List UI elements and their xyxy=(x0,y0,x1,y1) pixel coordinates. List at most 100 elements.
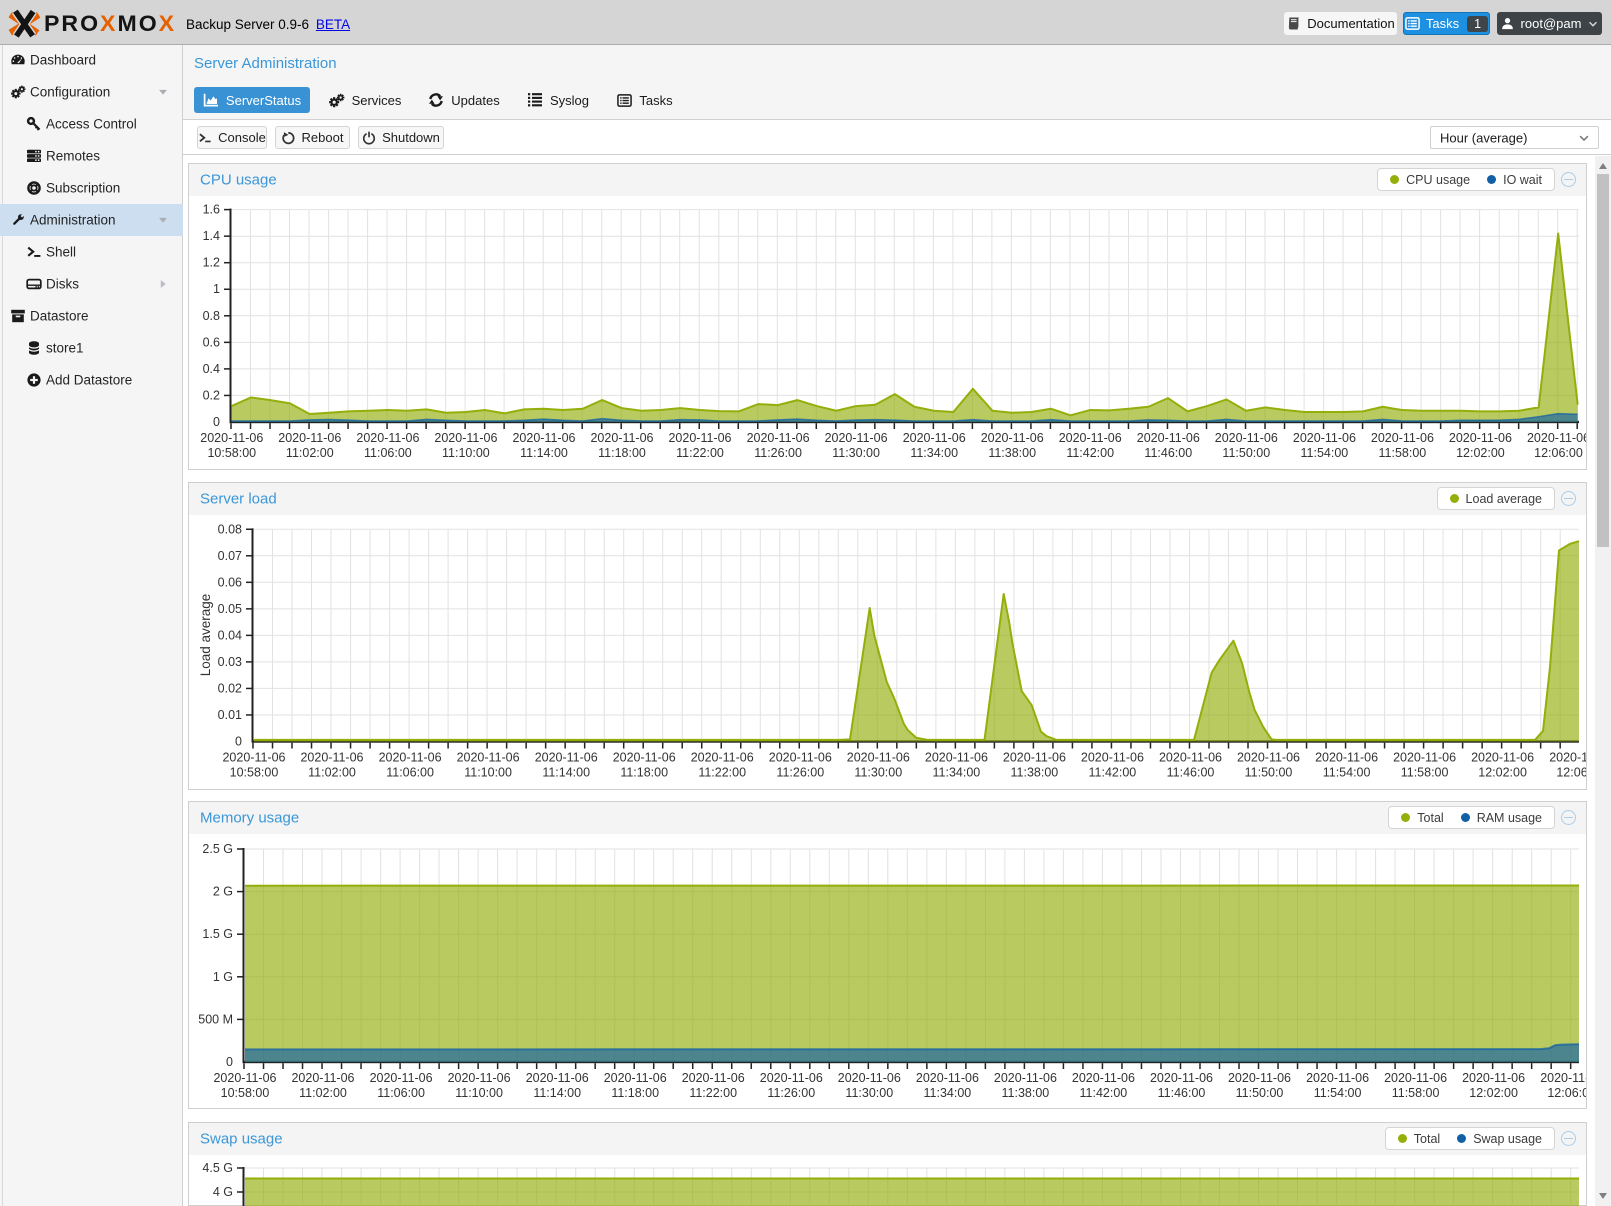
svg-text:11:02:00: 11:02:00 xyxy=(308,766,356,780)
svg-text:2020-11-06: 2020-11-06 xyxy=(300,751,363,765)
svg-text:2020-11-06: 2020-11-06 xyxy=(769,751,832,765)
svg-text:2020-11-06: 2020-11-06 xyxy=(1462,1071,1525,1085)
svg-text:10:58:00: 10:58:00 xyxy=(207,446,256,460)
svg-text:2020-11-06: 2020-11-06 xyxy=(604,1071,667,1085)
svg-text:2020-11-06: 2020-11-06 xyxy=(925,751,988,765)
svg-text:0.04: 0.04 xyxy=(218,628,242,642)
svg-text:2020-11-06: 2020-11-06 xyxy=(1150,1071,1213,1085)
svg-text:11:10:00: 11:10:00 xyxy=(442,446,490,460)
svg-text:11:38:00: 11:38:00 xyxy=(1002,1086,1050,1100)
svg-text:12:06:00: 12:06:00 xyxy=(1534,446,1583,460)
svg-text:2020-11-06: 2020-11-06 xyxy=(291,1071,354,1085)
svg-text:0.4: 0.4 xyxy=(203,362,220,376)
svg-text:2020-11-06: 2020-11-06 xyxy=(613,751,676,765)
svg-text:1.2: 1.2 xyxy=(203,256,220,270)
svg-text:1.6: 1.6 xyxy=(203,203,220,217)
svg-text:11:38:00: 11:38:00 xyxy=(988,446,1036,460)
svg-text:11:46:00: 11:46:00 xyxy=(1167,766,1215,780)
svg-text:11:02:00: 11:02:00 xyxy=(286,446,334,460)
svg-text:2020-11-06: 2020-11-06 xyxy=(1471,751,1534,765)
svg-text:2020-11-06: 2020-11-06 xyxy=(691,751,754,765)
svg-text:2020-11-06: 2020-11-06 xyxy=(1159,751,1222,765)
svg-text:Load average: Load average xyxy=(198,594,213,677)
svg-text:2020-11-06: 2020-11-06 xyxy=(994,1071,1057,1085)
svg-text:11:34:00: 11:34:00 xyxy=(910,446,958,460)
svg-text:2020-11-06: 2020-11-06 xyxy=(916,1071,979,1085)
svg-text:11:42:00: 11:42:00 xyxy=(1089,766,1137,780)
svg-text:4.5 G: 4.5 G xyxy=(202,1161,233,1175)
svg-text:11:50:00: 11:50:00 xyxy=(1236,1086,1284,1100)
svg-text:2020-11-06: 2020-11-06 xyxy=(278,431,341,445)
svg-text:2020-11-06: 2020-11-06 xyxy=(1228,1071,1291,1085)
svg-text:11:50:00: 11:50:00 xyxy=(1222,446,1270,460)
svg-text:11:22:00: 11:22:00 xyxy=(676,446,724,460)
svg-text:11:02:00: 11:02:00 xyxy=(299,1086,347,1100)
svg-text:2020-11-06: 2020-11-06 xyxy=(1384,1071,1447,1085)
svg-text:2020-11-06: 2020-11-06 xyxy=(1072,1071,1135,1085)
svg-text:2020-11-06: 2020-11-06 xyxy=(1371,431,1434,445)
svg-text:2020-11-06: 2020-11-06 xyxy=(370,1071,433,1085)
svg-text:11:10:00: 11:10:00 xyxy=(455,1086,503,1100)
svg-text:2020-11-06: 2020-11-06 xyxy=(847,751,910,765)
svg-text:0: 0 xyxy=(235,735,242,749)
svg-text:2020-11-06: 2020-11-06 xyxy=(747,431,810,445)
svg-text:11:30:00: 11:30:00 xyxy=(832,446,880,460)
svg-text:0.2: 0.2 xyxy=(203,388,220,402)
svg-text:11:50:00: 11:50:00 xyxy=(1245,766,1293,780)
svg-text:11:06:00: 11:06:00 xyxy=(386,766,434,780)
svg-text:0.05: 0.05 xyxy=(218,602,242,616)
svg-text:2020-11-06: 2020-11-06 xyxy=(535,751,598,765)
svg-text:11:14:00: 11:14:00 xyxy=(533,1086,581,1100)
svg-text:0.8: 0.8 xyxy=(203,309,220,323)
svg-text:2020-11-06: 2020-11-06 xyxy=(903,431,966,445)
svg-text:11:58:00: 11:58:00 xyxy=(1401,766,1449,780)
svg-text:2020-11-06: 2020-11-06 xyxy=(1003,751,1066,765)
svg-text:2020-11-06: 2020-11-06 xyxy=(448,1071,511,1085)
svg-text:2020-11-06: 2020-11-06 xyxy=(1137,431,1200,445)
svg-text:2020-11-06: 2020-11-06 xyxy=(526,1071,589,1085)
svg-text:2020-11-06: 2020-11-06 xyxy=(512,431,575,445)
svg-text:2.5 G: 2.5 G xyxy=(202,842,233,856)
svg-text:11:14:00: 11:14:00 xyxy=(542,766,590,780)
svg-text:2020-11-06: 2020-11-06 xyxy=(981,431,1044,445)
svg-text:11:34:00: 11:34:00 xyxy=(924,1086,972,1100)
svg-text:11:38:00: 11:38:00 xyxy=(1011,766,1059,780)
svg-text:2 G: 2 G xyxy=(213,885,233,899)
svg-text:12:02:00: 12:02:00 xyxy=(1469,1086,1518,1100)
svg-text:11:54:00: 11:54:00 xyxy=(1314,1086,1362,1100)
svg-text:2020-11-06: 2020-11-06 xyxy=(1527,431,1586,445)
svg-text:11:06:00: 11:06:00 xyxy=(364,446,412,460)
svg-text:10:58:00: 10:58:00 xyxy=(221,1086,270,1100)
svg-text:1 G: 1 G xyxy=(213,970,233,984)
svg-text:11:22:00: 11:22:00 xyxy=(698,766,746,780)
svg-text:10:58:00: 10:58:00 xyxy=(230,766,279,780)
svg-text:0.6: 0.6 xyxy=(203,335,220,349)
svg-text:2020-11-06: 2020-11-06 xyxy=(434,431,497,445)
svg-text:11:10:00: 11:10:00 xyxy=(464,766,512,780)
svg-text:0.08: 0.08 xyxy=(218,522,242,536)
svg-text:4 G: 4 G xyxy=(213,1185,233,1199)
svg-text:1.4: 1.4 xyxy=(203,229,220,243)
svg-text:1: 1 xyxy=(213,282,220,296)
svg-text:0: 0 xyxy=(213,415,220,429)
svg-text:11:26:00: 11:26:00 xyxy=(767,1086,815,1100)
svg-text:11:42:00: 11:42:00 xyxy=(1066,446,1114,460)
svg-text:2020-11-06: 2020-11-06 xyxy=(668,431,731,445)
svg-text:0.02: 0.02 xyxy=(218,681,242,695)
svg-text:0.03: 0.03 xyxy=(218,655,242,669)
svg-text:2020-11-06: 2020-11-06 xyxy=(200,431,263,445)
svg-text:2020-11-06: 2020-11-06 xyxy=(1393,751,1456,765)
svg-text:12:06:00: 12:06:00 xyxy=(1556,766,1586,780)
svg-text:11:18:00: 11:18:00 xyxy=(620,766,668,780)
svg-text:11:46:00: 11:46:00 xyxy=(1144,446,1192,460)
svg-text:12:06:00: 12:06:00 xyxy=(1547,1086,1586,1100)
svg-text:11:26:00: 11:26:00 xyxy=(754,446,802,460)
svg-text:11:14:00: 11:14:00 xyxy=(520,446,568,460)
svg-text:2020-11-06: 2020-11-06 xyxy=(1081,751,1144,765)
svg-text:11:30:00: 11:30:00 xyxy=(854,766,902,780)
svg-text:0: 0 xyxy=(226,1055,233,1069)
svg-text:2020-11-06: 2020-11-06 xyxy=(356,431,419,445)
svg-text:12:02:00: 12:02:00 xyxy=(1456,446,1505,460)
svg-text:2020-11-06: 2020-11-06 xyxy=(590,431,653,445)
svg-text:2020-11-06: 2020-11-06 xyxy=(760,1071,823,1085)
